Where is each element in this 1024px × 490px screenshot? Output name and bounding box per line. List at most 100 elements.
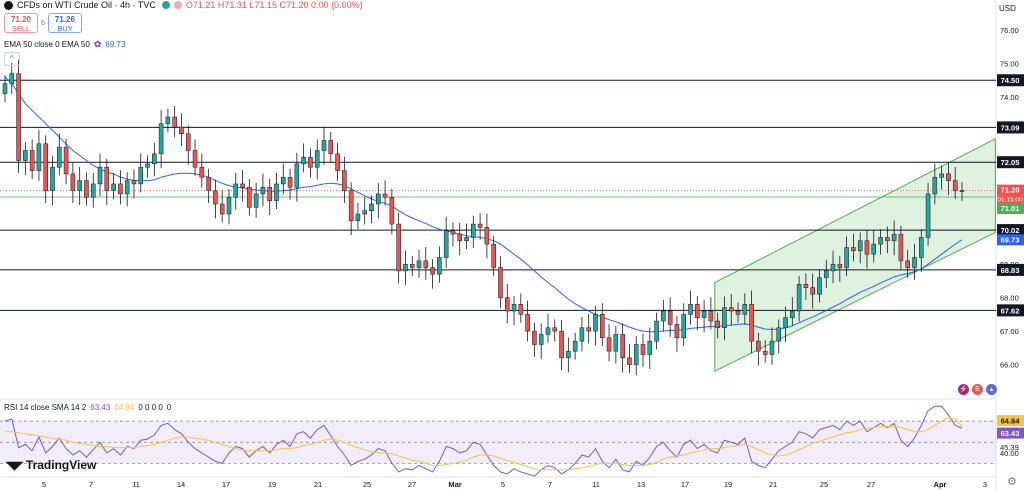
buy-button[interactable]: 71.26 BUY (47, 13, 82, 33)
candle-body (335, 153, 340, 171)
price-axis-tick: 74.00 (1000, 93, 1019, 102)
price-level-label: 73.09 (1001, 123, 1020, 132)
chart-badge-icons: ⚡ E ▴ (958, 384, 997, 395)
rsi-badge-label: 63.43 (1001, 429, 1020, 438)
candle-body (274, 183, 279, 201)
candle-body (314, 150, 320, 168)
candle-body (844, 247, 849, 268)
candle-body (654, 320, 659, 342)
candle-body (545, 327, 551, 335)
candle-body (885, 237, 890, 242)
trade-buttons: 71.20 SELL 6 71.26 BUY (4, 13, 82, 33)
candle-body (742, 304, 748, 315)
candle-body (57, 146, 62, 168)
candle-body (695, 304, 700, 318)
candle-body (796, 284, 802, 312)
rsi-axis-tick: 40.00 (1000, 449, 1019, 458)
candle-body (179, 126, 184, 135)
candle-body (498, 267, 503, 298)
price-axis-tick: 68.00 (1000, 294, 1019, 303)
event-icon[interactable]: E (972, 384, 983, 395)
candle-body (864, 240, 870, 255)
candle-body (301, 156, 306, 165)
rsi-axis-tick: 45.39 (1000, 443, 1019, 452)
chart-settings-icon[interactable]: ⚙ (1007, 476, 1017, 488)
candle-body (640, 344, 646, 355)
candle-body (104, 166, 110, 191)
candle-body (871, 243, 877, 255)
candle-body (213, 190, 218, 205)
candle-body (715, 320, 720, 329)
candle-body (620, 334, 625, 359)
flash-icon[interactable]: ⚡ (958, 384, 969, 395)
low-value: L71.15 (249, 0, 277, 10)
ohlc-readout: O71.21 H71.31 L71.15 C71.20 0.00 (0.00%) (186, 0, 363, 10)
candle-body (932, 176, 938, 195)
candle-body (484, 227, 490, 245)
price-badge-countdown: 01:15:00 (997, 197, 1023, 204)
spread-value: 6 (41, 19, 45, 27)
candle-body (776, 327, 782, 342)
time-axis-tick: 7 (89, 480, 93, 489)
candle-body (9, 73, 15, 84)
candle-body (518, 304, 524, 315)
symbol-title[interactable]: CFDs on WTI Crude Oil · 4h · TVC (17, 0, 156, 10)
candle-body (443, 230, 449, 258)
candle-body (23, 150, 28, 161)
price-axis-tick: 66.00 (1000, 361, 1019, 370)
candle-body (952, 180, 958, 191)
candle-body (63, 146, 69, 175)
time-axis-tick: 19 (268, 480, 276, 489)
candle-body (199, 166, 205, 178)
candle-body (111, 183, 116, 191)
candle-body (226, 197, 232, 215)
time-axis-tick: 27 (867, 480, 875, 489)
candle-body (491, 243, 496, 268)
collapse-legend-icon[interactable]: ^ (4, 52, 20, 66)
ema-legend[interactable]: EMA 50 close 0 EMA 50 ✿ 69.73 (4, 39, 125, 50)
price-level-badge (997, 263, 1024, 276)
price-badge (997, 202, 1024, 214)
candle-body (708, 310, 714, 322)
rsi-value: 63.43 (90, 403, 111, 412)
price-level-label: 67.62 (1001, 306, 1020, 315)
candle-body (919, 237, 924, 258)
candle-body (946, 173, 951, 181)
price-badge-label: 71.20 (1001, 186, 1020, 195)
candle-body (172, 116, 177, 128)
rsi-label: RSI 14 close SMA 14 2 (4, 403, 87, 412)
candle-body (857, 240, 863, 252)
tradingview-logo[interactable]: ◥◤ TradingView (6, 458, 96, 472)
time-axis-tick: 19 (724, 480, 732, 489)
candle-body (912, 257, 917, 268)
candle-body (837, 263, 843, 268)
candle-body (633, 344, 639, 365)
candle-body (403, 263, 408, 272)
candle-body (253, 193, 259, 208)
flag-icon[interactable]: ▴ (986, 384, 997, 395)
candle-body (579, 327, 585, 342)
rsi-badge-label: 64.84 (1001, 417, 1021, 426)
time-axis-tick: 21 (769, 480, 777, 489)
candle-body (369, 203, 374, 211)
time-axis-tick: 5 (501, 480, 505, 489)
ema-settings-icon[interactable]: ✿ (93, 39, 102, 49)
time-axis-tick: 7 (548, 480, 552, 489)
candle-body (566, 350, 571, 359)
price-level-badge (997, 156, 1024, 169)
candle-body (219, 203, 225, 215)
candle-body (70, 173, 76, 191)
rsi-legend[interactable]: RSI 14 close SMA 14 2 63.43 64.84 0 0 0 … (4, 403, 171, 412)
price-level-label: 74.50 (1001, 76, 1020, 85)
live-status-icon (161, 1, 170, 9)
candle-body (416, 260, 422, 268)
candle-body (165, 116, 171, 124)
candle-body (16, 73, 21, 161)
candle-body (84, 180, 89, 198)
price-badge-label: 71.01 (1001, 204, 1020, 213)
sell-button[interactable]: 71.20 SELL (4, 13, 38, 33)
candle-body (321, 140, 327, 151)
candle-body (504, 297, 510, 312)
price-level-badge (997, 304, 1024, 317)
